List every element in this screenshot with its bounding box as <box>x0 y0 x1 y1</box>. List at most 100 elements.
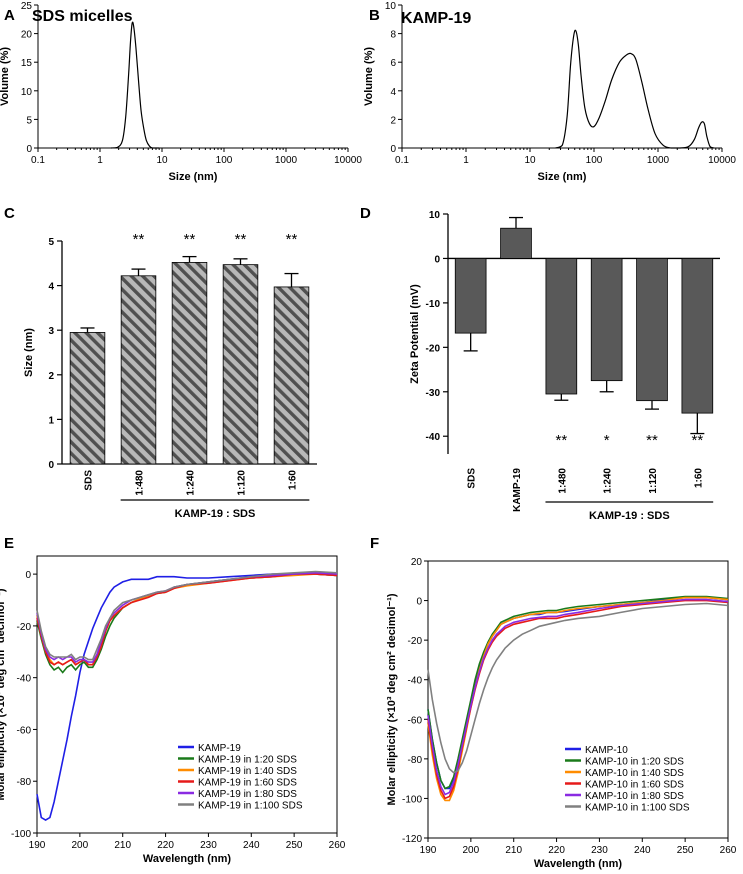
category-label: 1:240 <box>186 470 197 496</box>
y-tick-label: -80 <box>17 777 32 788</box>
spectrum-line-1 <box>427 595 729 790</box>
x-tick-label: 240 <box>243 840 260 851</box>
significance-marker: ** <box>286 231 298 248</box>
spectrum-line-3 <box>36 573 338 666</box>
x-tick-label: 230 <box>200 840 217 851</box>
y-tick-label: 20 <box>21 30 33 41</box>
y-tick-label: 5 <box>48 237 54 248</box>
bar <box>222 264 259 465</box>
x-tick-label: 100 <box>586 155 603 166</box>
y-tick-label: 1 <box>48 415 54 426</box>
bar <box>69 332 106 465</box>
y-tick-label: 2 <box>390 115 396 126</box>
spectrum-line-0 <box>36 573 338 822</box>
bar <box>273 286 310 465</box>
distribution-curve <box>110 21 160 149</box>
spectrum-line-2 <box>36 573 338 666</box>
spectrum-line-5 <box>36 570 338 661</box>
x-tick-label: 260 <box>329 840 346 851</box>
spectrum-line-5 <box>427 602 729 774</box>
significance-marker: * <box>604 432 610 449</box>
x-axis-label: Wavelength (nm) <box>143 853 232 865</box>
x-tick-label: 10 <box>524 155 536 166</box>
bar <box>454 258 487 334</box>
y-tick-label: -20 <box>408 636 423 647</box>
x-tick-label: 250 <box>677 845 694 856</box>
panel-label-a: A <box>4 7 15 24</box>
x-tick-label: 10 <box>156 155 168 166</box>
x-tick-label: 210 <box>505 845 522 856</box>
y-tick-label: -60 <box>408 715 423 726</box>
legend-label-3: KAMP-10 in 1:60 SDS <box>585 780 684 791</box>
x-tick-label: 1000 <box>647 155 670 166</box>
bar <box>545 258 578 395</box>
category-label: 1:240 <box>603 468 614 494</box>
y-tick-label: 0 <box>48 460 54 471</box>
panel-title: KAMP-19 <box>401 10 471 27</box>
y-axis-label: Volume (%) <box>0 47 11 106</box>
y-tick-label: 0 <box>434 254 440 265</box>
category-label: 1:60 <box>693 468 704 488</box>
category-label: 1:480 <box>557 468 568 494</box>
spectrum-line-2 <box>427 596 729 802</box>
category-label: 1:60 <box>288 470 299 490</box>
x-tick-label: 230 <box>591 845 608 856</box>
y-tick-label: 0 <box>416 597 422 608</box>
panel-title: SDS micelles <box>32 8 133 25</box>
y-tick-label: -10 <box>426 299 441 310</box>
x-tick-label: 0.1 <box>395 155 409 166</box>
x-tick-label: 200 <box>72 840 89 851</box>
legend-label-3: KAMP-19 in 1:60 SDS <box>198 778 297 789</box>
y-tick-label: -120 <box>402 834 422 845</box>
legend-label-5: KAMP-19 in 1:100 SDS <box>198 801 303 812</box>
x-tick-label: 250 <box>286 840 303 851</box>
legend-label-4: KAMP-10 in 1:80 SDS <box>585 791 684 802</box>
y-tick-label: 3 <box>48 326 54 337</box>
bar <box>636 258 668 402</box>
legend-label-1: KAMP-10 in 1:20 SDS <box>585 757 684 768</box>
x-tick-label: 260 <box>720 845 737 856</box>
significance-marker: ** <box>555 432 567 449</box>
panel-label-c: C <box>4 205 15 222</box>
y-tick-label: 0 <box>25 570 31 581</box>
y-tick-label: -80 <box>408 755 423 766</box>
y-axis-label: Molar ellipticity (×10³ deg cm² decimol⁻… <box>386 593 398 805</box>
legend-label-1: KAMP-19 in 1:20 SDS <box>198 755 297 766</box>
y-tick-label: -40 <box>408 676 423 687</box>
y-tick-label: 10 <box>21 87 33 98</box>
distribution-curve <box>555 29 715 149</box>
bar <box>590 258 623 382</box>
y-tick-label: 8 <box>390 30 396 41</box>
y-tick-label: 2 <box>48 371 54 382</box>
panel-label-e: E <box>4 535 14 552</box>
x-axis-label: Size (nm) <box>538 171 587 183</box>
bar <box>681 258 714 414</box>
y-axis-label: Volume (%) <box>363 47 375 106</box>
y-tick-label: -40 <box>17 674 32 685</box>
y-tick-label: -20 <box>17 622 32 633</box>
y-tick-label: -40 <box>426 432 441 443</box>
y-tick-label: 6 <box>390 58 396 69</box>
x-tick-label: 190 <box>29 840 46 851</box>
plot-frame <box>36 555 338 834</box>
category-label: 1:120 <box>237 470 248 496</box>
y-tick-label: 15 <box>21 58 33 69</box>
y-tick-label: 4 <box>48 282 54 293</box>
legend-label-0: KAMP-19 <box>198 743 241 754</box>
panel-label-f: F <box>370 535 379 552</box>
category-label: SDS <box>84 470 95 491</box>
y-tick-label: -60 <box>17 725 32 736</box>
x-tick-label: 1000 <box>275 155 298 166</box>
legend-label-4: KAMP-19 in 1:80 SDS <box>198 789 297 800</box>
x-tick-label: 100 <box>216 155 233 166</box>
spectrum-line-4 <box>427 598 729 796</box>
x-tick-label: 200 <box>463 845 480 856</box>
y-tick-label: -30 <box>426 388 441 399</box>
y-tick-label: 0 <box>26 144 32 155</box>
x-tick-label: 1 <box>463 155 469 166</box>
legend-label-0: KAMP-10 <box>585 745 628 756</box>
x-axis-label: Size (nm) <box>169 171 218 183</box>
y-tick-label: -100 <box>402 794 422 805</box>
